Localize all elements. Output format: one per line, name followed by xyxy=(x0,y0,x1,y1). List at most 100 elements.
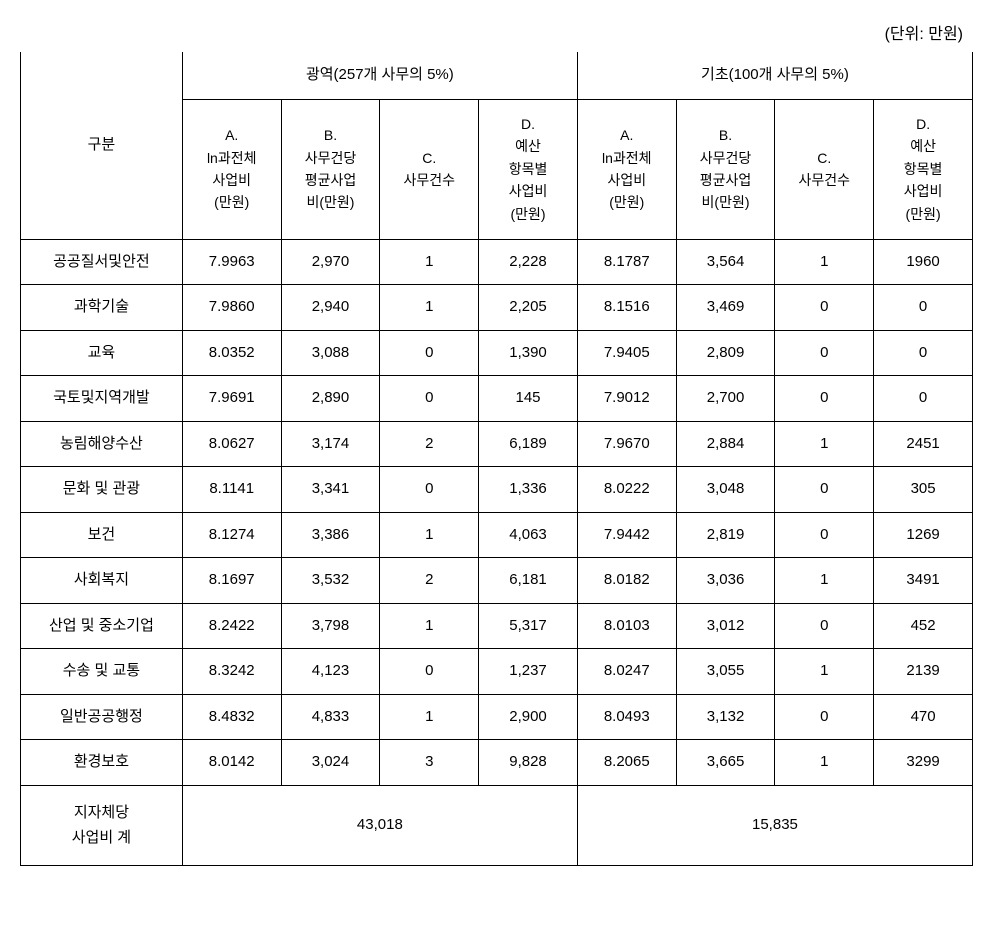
cell-c1: 1 xyxy=(380,603,479,649)
cell-cat: 산업 및 중소기업 xyxy=(21,603,183,649)
cell-d2: 305 xyxy=(874,467,973,513)
table-row: 환경보호8.01423,02439,8288.20653,66513299 xyxy=(21,740,973,786)
cell-b1: 3,532 xyxy=(281,558,380,604)
cell-c2: 1 xyxy=(775,421,874,467)
cell-cat: 농림해양수산 xyxy=(21,421,183,467)
cell-cat: 국토및지역개발 xyxy=(21,376,183,422)
cell-c1: 1 xyxy=(380,239,479,285)
cell-a2: 7.9012 xyxy=(577,376,676,422)
data-table: 구분 광역(257개 사무의 5%) 기초(100개 사무의 5%) A.ln과… xyxy=(20,52,973,866)
cell-d1: 145 xyxy=(479,376,578,422)
table-row: 농림해양수산8.06273,17426,1897.96702,88412451 xyxy=(21,421,973,467)
cell-b2: 3,469 xyxy=(676,285,775,331)
header-category: 구분 xyxy=(21,52,183,239)
cell-d2: 3491 xyxy=(874,558,973,604)
cell-b1: 3,088 xyxy=(281,330,380,376)
header-sub-d2: D.예산항목별사업비(만원) xyxy=(874,99,973,239)
cell-d2: 2451 xyxy=(874,421,973,467)
cell-a2: 8.1516 xyxy=(577,285,676,331)
cell-b1: 3,024 xyxy=(281,740,380,786)
cell-c1: 0 xyxy=(380,376,479,422)
cell-cat: 교육 xyxy=(21,330,183,376)
cell-c1: 0 xyxy=(380,649,479,695)
cell-d1: 4,063 xyxy=(479,512,578,558)
cell-d1: 6,181 xyxy=(479,558,578,604)
table-row: 일반공공행정8.48324,83312,9008.04933,1320470 xyxy=(21,694,973,740)
cell-d1: 2,900 xyxy=(479,694,578,740)
cell-b2: 2,700 xyxy=(676,376,775,422)
table-row: 교육8.03523,08801,3907.94052,80900 xyxy=(21,330,973,376)
cell-c2: 0 xyxy=(775,376,874,422)
cell-b2: 3,665 xyxy=(676,740,775,786)
cell-b2: 2,819 xyxy=(676,512,775,558)
cell-cat: 문화 및 관광 xyxy=(21,467,183,513)
cell-c1: 0 xyxy=(380,467,479,513)
table-row: 산업 및 중소기업8.24223,79815,3178.01033,012045… xyxy=(21,603,973,649)
cell-c1: 3 xyxy=(380,740,479,786)
cell-cat: 보건 xyxy=(21,512,183,558)
table-row: 수송 및 교통8.32424,12301,2378.02473,05512139 xyxy=(21,649,973,695)
cell-c2: 0 xyxy=(775,330,874,376)
cell-a1: 8.3242 xyxy=(182,649,281,695)
cell-a1: 8.0627 xyxy=(182,421,281,467)
total-value-2: 15,835 xyxy=(577,785,972,865)
cell-a1: 8.2422 xyxy=(182,603,281,649)
cell-d1: 6,189 xyxy=(479,421,578,467)
cell-b2: 3,036 xyxy=(676,558,775,604)
cell-d2: 0 xyxy=(874,376,973,422)
unit-label: (단위: 만원) xyxy=(20,20,973,44)
cell-b2: 3,564 xyxy=(676,239,775,285)
cell-d1: 1,390 xyxy=(479,330,578,376)
cell-cat: 과학기술 xyxy=(21,285,183,331)
table-row: 공공질서및안전7.99632,97012,2288.17873,56411960 xyxy=(21,239,973,285)
table-row: 보건8.12743,38614,0637.94422,81901269 xyxy=(21,512,973,558)
cell-a2: 8.0493 xyxy=(577,694,676,740)
cell-c2: 1 xyxy=(775,740,874,786)
cell-a2: 7.9442 xyxy=(577,512,676,558)
cell-c2: 0 xyxy=(775,467,874,513)
table-row: 문화 및 관광8.11413,34101,3368.02223,0480305 xyxy=(21,467,973,513)
cell-a1: 8.0352 xyxy=(182,330,281,376)
cell-c1: 1 xyxy=(380,285,479,331)
cell-b1: 4,123 xyxy=(281,649,380,695)
cell-a2: 8.0182 xyxy=(577,558,676,604)
cell-b1: 3,341 xyxy=(281,467,380,513)
cell-cat: 공공질서및안전 xyxy=(21,239,183,285)
cell-c1: 2 xyxy=(380,558,479,604)
cell-b1: 3,174 xyxy=(281,421,380,467)
cell-d1: 1,336 xyxy=(479,467,578,513)
cell-cat: 수송 및 교통 xyxy=(21,649,183,695)
cell-c2: 0 xyxy=(775,603,874,649)
cell-c2: 0 xyxy=(775,512,874,558)
header-sub-b1: B.사무건당평균사업비(만원) xyxy=(281,99,380,239)
cell-a1: 8.0142 xyxy=(182,740,281,786)
cell-a2: 8.0222 xyxy=(577,467,676,513)
cell-b1: 3,798 xyxy=(281,603,380,649)
cell-cat: 사회복지 xyxy=(21,558,183,604)
cell-b2: 3,048 xyxy=(676,467,775,513)
cell-d2: 3299 xyxy=(874,740,973,786)
cell-b2: 2,884 xyxy=(676,421,775,467)
cell-d1: 9,828 xyxy=(479,740,578,786)
cell-cat: 환경보호 xyxy=(21,740,183,786)
cell-b2: 3,012 xyxy=(676,603,775,649)
cell-b1: 2,890 xyxy=(281,376,380,422)
header-sub-d1: D.예산항목별사업비(만원) xyxy=(479,99,578,239)
header-group-2: 기초(100개 사무의 5%) xyxy=(577,52,972,99)
cell-c1: 2 xyxy=(380,421,479,467)
cell-a1: 7.9860 xyxy=(182,285,281,331)
cell-c2: 1 xyxy=(775,558,874,604)
cell-b1: 2,940 xyxy=(281,285,380,331)
cell-d1: 2,205 xyxy=(479,285,578,331)
cell-c1: 1 xyxy=(380,512,479,558)
cell-c1: 1 xyxy=(380,694,479,740)
cell-a1: 7.9691 xyxy=(182,376,281,422)
cell-d2: 0 xyxy=(874,285,973,331)
cell-d1: 1,237 xyxy=(479,649,578,695)
cell-b2: 3,055 xyxy=(676,649,775,695)
cell-c2: 1 xyxy=(775,239,874,285)
cell-d2: 2139 xyxy=(874,649,973,695)
cell-a2: 8.0247 xyxy=(577,649,676,695)
cell-a1: 7.9963 xyxy=(182,239,281,285)
cell-b1: 2,970 xyxy=(281,239,380,285)
